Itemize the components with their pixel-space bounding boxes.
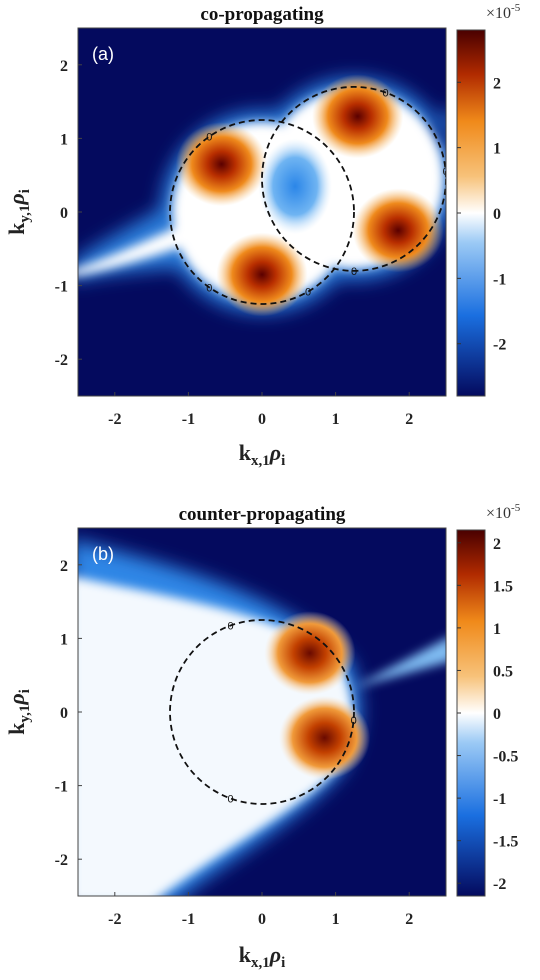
colorbar-tick-label: -1 (493, 791, 506, 808)
ytick-label: -1 (55, 779, 68, 796)
panel-b-colorbar-ticks: 2 1.5 1 0.5 0 -0.5 -1 -1.5 -2 (457, 536, 518, 893)
ytick-label: -2 (55, 352, 68, 369)
xtick-label: -2 (108, 911, 121, 928)
xtick-label: 2 (405, 411, 413, 428)
colorbar-tick-label: 1 (493, 141, 501, 158)
negative-lobe (258, 138, 332, 235)
contour-label: 0 (206, 132, 212, 144)
ytick-label: 0 (60, 705, 68, 722)
panel-b-xlabel: kx,1ρi (239, 942, 286, 971)
colorbar-tick-label: -2 (493, 337, 506, 354)
panel-b-beam-shape (351, 638, 446, 689)
colorbar-tick-label: -2 (493, 876, 506, 893)
colorbar-tick-label: -1 (493, 271, 506, 288)
xtick-label: 0 (258, 911, 266, 928)
zero-contour (169, 119, 355, 305)
panel-a-ylabel: ky,1ρi (4, 189, 33, 235)
ytick-label: 2 (60, 558, 68, 575)
panel-a-title: co-propagating (200, 4, 324, 25)
positive-lobe (312, 74, 404, 159)
panel-b-xticks: -2 -1 0 1 2 (108, 892, 413, 928)
panel-a-xticks: -2 -1 0 1 2 (108, 392, 413, 428)
panel-b-counter-propagating: counter-propagating 000 -2 -1 0 1 2 210-1-2 … (4, 502, 521, 971)
xtick-label: 1 (332, 411, 340, 428)
colorbar-tick-label: 2 (493, 75, 501, 92)
ytick-label: -2 (55, 852, 68, 869)
positive-lobe (175, 122, 268, 207)
panel-b-beam (351, 638, 446, 689)
panel-a-co-propagating: co-propagating 0 0 0 0 0 0 -2 -1 0 1 2 2 1 0 -1 -2 (a… (4, 2, 521, 469)
positive-lobe (264, 611, 356, 696)
panel-a-colorbar: 2 1 0 -1 -2 ×10-5 (456, 2, 521, 397)
contour-label: 0 (228, 621, 234, 633)
panel-a-heatmap: 0 0 0 0 0 0 (78, 28, 449, 396)
colorbar-tick-label: 1.5 (493, 578, 513, 595)
contour-label: 0 (305, 287, 311, 299)
panel-b-label: (b) (92, 544, 114, 564)
positive-lobe (352, 188, 444, 273)
positive-lobe (216, 232, 308, 317)
colorbar-tick-label: 1 (493, 621, 501, 638)
zero-contour (169, 619, 355, 805)
contour-label: 0 (443, 166, 449, 178)
xtick-label: -1 (182, 411, 195, 428)
contour-label: 0 (382, 87, 388, 99)
positive-lobe (278, 695, 371, 780)
contour-label: 0 (206, 282, 212, 294)
panel-b-colorbar-exponent: ×10-5 (486, 502, 521, 522)
ytick-label: -1 (55, 279, 68, 296)
panel-a-colorbar-exponent: ×10-5 (486, 2, 521, 22)
panel-a-colorbar-ticks: 2 1 0 -1 -2 (457, 75, 506, 354)
zero-contour (261, 86, 446, 272)
colorbar-tick-label: -1.5 (493, 834, 518, 851)
xtick-label: -1 (182, 911, 195, 928)
panel-a-label: (a) (92, 44, 114, 64)
ytick-label: 1 (60, 131, 68, 148)
panel-b-heatmap: 0 0 0 (78, 528, 446, 896)
colorbar-tick-label: 2 (493, 536, 501, 553)
contour-label: 0 (228, 793, 234, 805)
contour-label: 0 (351, 715, 357, 727)
panel-b-contours: 0 0 0 (169, 619, 357, 805)
colorbar-tick-label: 0 (493, 706, 501, 723)
colorbar-tick-label: 0.5 (493, 663, 513, 680)
ytick-label: 0 (60, 205, 68, 222)
ytick-label: 1 (60, 631, 68, 648)
panel-b-title: counter-propagating (179, 504, 346, 525)
panel-b-colorbar: 2 1.5 1 0.5 0 -0.5 -1 -1.5 -2 ×10-5 (456, 502, 521, 897)
panel-b-colorbar-bar (456, 529, 486, 897)
panel-b-lobes (264, 611, 371, 780)
panel-a-lobes (175, 74, 444, 317)
xtick-label: 1 (332, 911, 340, 928)
colorbar-tick-label: 0 (493, 206, 501, 223)
contour-label: 0 (351, 266, 357, 278)
panel-b-yticks: 2 1 0 -1 -2 (55, 558, 82, 869)
panel-a-yticks: 2 1 0 -1 -2 (55, 58, 82, 369)
xtick-label: 0 (258, 411, 266, 428)
panel-a-colorbar-bar (456, 29, 486, 397)
panel-b-ylabel: ky,1ρi (4, 689, 33, 735)
ytick-label: 2 (60, 58, 68, 75)
panel-a-contours: 0 0 0 0 0 0 (169, 86, 449, 305)
xtick-label: 2 (405, 911, 413, 928)
xtick-label: -2 (108, 411, 121, 428)
colorbar-tick-label: -0.5 (493, 749, 518, 766)
panel-a-xlabel: kx,1ρi (239, 440, 286, 469)
